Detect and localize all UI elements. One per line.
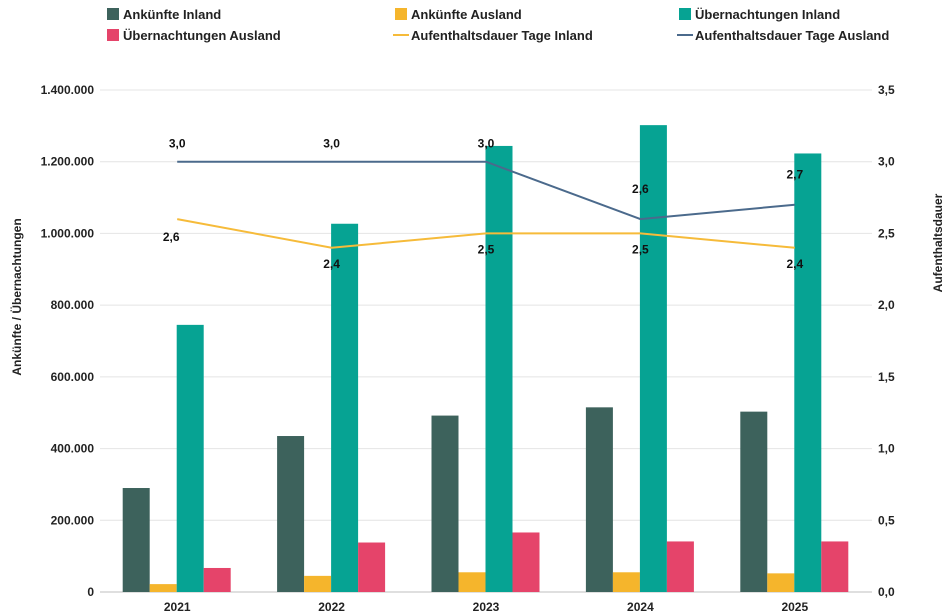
y-tick-label: 1.200.000 — [41, 155, 95, 169]
y-axis-title: Ankünfte / Übernachtungen — [9, 218, 24, 375]
y2-axis-ticks: 0,0 0,5 1,0 1,5 2,0 2,5 3,0 3,5 — [878, 83, 895, 599]
y-tick-label: 400.000 — [51, 442, 95, 456]
y2-tick-label: 1,0 — [878, 442, 895, 456]
bar-ank-nfte-ausland — [612, 572, 640, 592]
bar-ank-nfte-inland — [740, 411, 768, 592]
y-tick-label: 1.000.000 — [41, 226, 95, 240]
legend-swatch-bernachtungen-ausland — [107, 29, 119, 41]
data-label-ausland: 2,7 — [786, 168, 803, 182]
data-label-ausland: 3,0 — [323, 137, 340, 151]
legend-label-aufenthaltsdauer-tage-ausland: Aufenthaltsdauer Tage Ausland — [695, 28, 889, 43]
legend-label-aufenthaltsdauer-tage-inland: Aufenthaltsdauer Tage Inland — [411, 28, 593, 43]
data-label-inland: 2,5 — [632, 242, 649, 256]
bar-bernachtungen-inland — [176, 324, 204, 592]
bar-ank-nfte-ausland — [304, 575, 332, 592]
bar-ank-nfte-ausland — [149, 584, 177, 592]
line-aufenthaltsdauer-tage-ausland — [177, 160, 795, 221]
bar-ank-nfte-inland — [122, 488, 150, 592]
bar-ank-nfte-inland — [585, 407, 613, 592]
bar-bernachtungen-ausland — [203, 567, 231, 592]
bar-bernachtungen-ausland — [821, 541, 849, 592]
line-aufenthaltsdauer-tage-inland — [177, 218, 795, 249]
y2-axis-title: Aufenthaltsdauer — [931, 193, 944, 292]
bar-series — [122, 125, 849, 593]
y2-tick-label: 0,0 — [878, 585, 895, 599]
y-tick-label: 800.000 — [51, 298, 95, 312]
bar-bernachtungen-ausland — [666, 541, 694, 592]
y2-tick-label: 2,5 — [878, 226, 895, 240]
y-tick-label: 1.400.000 — [41, 83, 95, 97]
bar-bernachtungen-inland — [639, 125, 667, 592]
bar-bernachtungen-ausland — [512, 532, 540, 592]
y-tick-label: 600.000 — [51, 370, 95, 384]
bar-bernachtungen-inland — [331, 223, 359, 593]
bar-bernachtungen-inland — [794, 153, 822, 592]
x-tick-label: 2022 — [318, 600, 345, 614]
legend-label-ank-nfte-ausland: Ankünfte Ausland — [411, 7, 522, 22]
legend: Ankünfte Inland Ankünfte Ausland Übernacht… — [107, 7, 889, 43]
data-label-ausland: 3,0 — [478, 137, 495, 151]
legend-swatch-ank-nfte-ausland — [395, 8, 407, 20]
y2-tick-label: 3,5 — [878, 83, 895, 97]
line-data-labels: 2,6 2,4 2,5 2,5 2,4 3,0 3,0 3,0 2,6 2,7 — [163, 137, 804, 271]
x-tick-label: 2021 — [164, 600, 191, 614]
y-tick-label: 200.000 — [51, 513, 95, 527]
legend-swatch-ank-nfte-inland — [107, 8, 119, 20]
x-tick-label: 2024 — [627, 600, 654, 614]
x-tick-label: 2023 — [473, 600, 500, 614]
data-label-inland: 2,6 — [163, 230, 180, 244]
bar-ank-nfte-inland — [431, 415, 459, 592]
x-axis-ticks: 2021 2022 2023 2024 2025 — [164, 600, 809, 614]
data-label-inland: 2,4 — [323, 257, 340, 271]
data-label-ausland: 2,6 — [632, 182, 649, 196]
legend-swatch-bernachtungen-inland — [679, 8, 691, 20]
bar-bernachtungen-inland — [485, 145, 513, 593]
data-label-ausland: 3,0 — [169, 137, 186, 151]
y2-tick-label: 0,5 — [878, 513, 895, 527]
legend-label-ank-nfte-inland: Ankünfte Inland — [123, 7, 221, 22]
y2-tick-label: 1,5 — [878, 370, 895, 384]
data-label-inland: 2,4 — [786, 257, 803, 271]
legend-label-bernachtungen-ausland: Übernachtungen Ausland — [123, 28, 281, 43]
line-series — [177, 160, 795, 249]
y2-tick-label: 2,0 — [878, 298, 895, 312]
y-axis-ticks: 0 200.000 400.000 600.000 800.000 1.000.000 1.… — [41, 83, 95, 599]
bar-ank-nfte-ausland — [458, 572, 486, 592]
bar-ank-nfte-ausland — [767, 573, 795, 592]
bar-ank-nfte-inland — [277, 436, 305, 592]
y2-tick-label: 3,0 — [878, 155, 895, 169]
legend-label-bernachtungen-inland: Übernachtungen Inland — [695, 7, 840, 22]
x-tick-label: 2025 — [781, 600, 808, 614]
y-tick-label: 0 — [87, 585, 94, 599]
data-label-inland: 2,5 — [478, 242, 495, 256]
bar-bernachtungen-ausland — [358, 542, 386, 592]
